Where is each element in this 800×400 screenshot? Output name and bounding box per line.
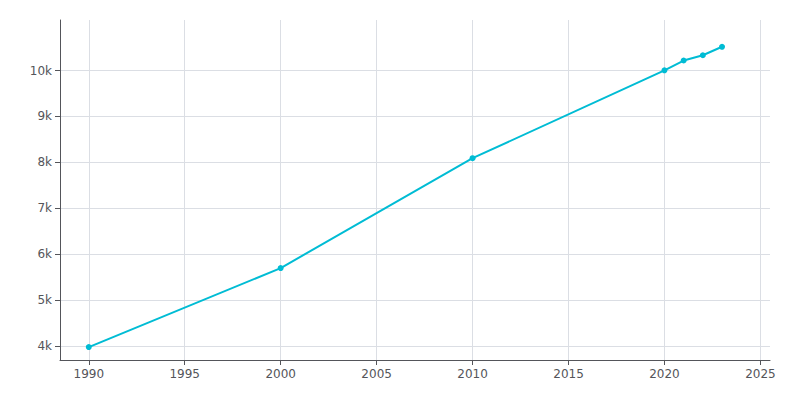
svg-text:1995: 1995 [169,367,200,381]
svg-text:2010: 2010 [457,367,488,381]
svg-text:2020: 2020 [649,367,680,381]
svg-text:2015: 2015 [553,367,584,381]
svg-text:2000: 2000 [265,367,296,381]
svg-text:9k: 9k [37,109,52,123]
svg-text:7k: 7k [37,201,52,215]
svg-text:5k: 5k [37,293,52,307]
svg-text:2005: 2005 [361,367,392,381]
svg-text:6k: 6k [37,247,52,261]
svg-text:8k: 8k [37,155,52,169]
svg-text:1990: 1990 [74,367,105,381]
svg-text:2025: 2025 [745,367,776,381]
svg-text:10k: 10k [30,64,52,78]
svg-text:4k: 4k [37,339,52,353]
